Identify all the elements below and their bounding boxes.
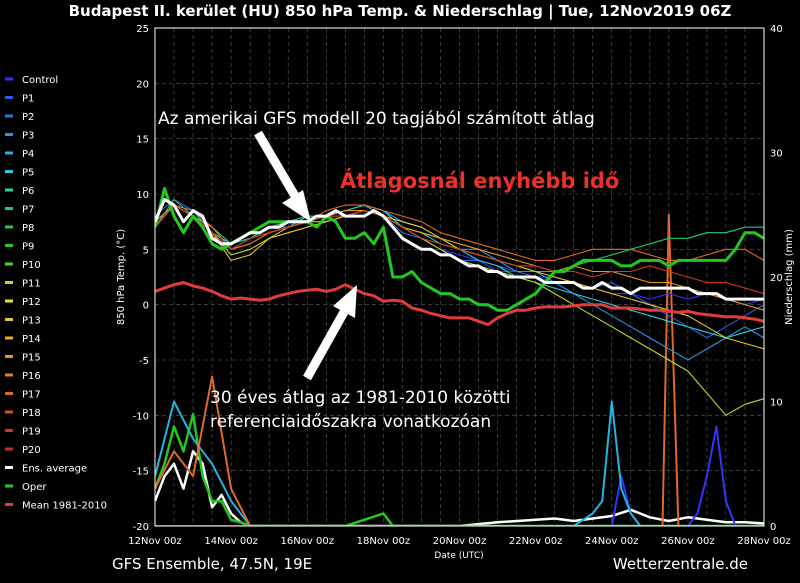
legend-label: P8 — [22, 223, 34, 234]
series-line — [155, 198, 764, 301]
y-tick-label-left: 25 — [136, 24, 149, 35]
legend-label: P11 — [22, 279, 41, 290]
annotation-arrow-ens-average — [254, 130, 311, 222]
series-line — [155, 281, 764, 327]
y-tick-label-left: 15 — [136, 135, 149, 146]
x-tick-label: 18Nov 00z — [357, 536, 410, 547]
legend-label: Control — [22, 75, 58, 86]
plot-frame — [154, 27, 765, 527]
x-tick-label: 16Nov 00z — [281, 536, 334, 547]
annotation-warmer-text: Átlagosnál enyhébb idő — [340, 168, 619, 193]
y-tick-label-left: 0 — [143, 301, 149, 312]
legend-label: P2 — [22, 112, 34, 123]
legend-label: Mean 1981-2010 — [22, 501, 107, 512]
legend-label: P12 — [22, 297, 41, 308]
precip-line — [155, 425, 764, 526]
legend-label: P15 — [22, 353, 41, 364]
footer-model-info: GFS Ensemble, 47.5N, 19E — [112, 555, 312, 573]
y-tick-label-left: -5 — [139, 356, 149, 367]
y-tick-label-left: 5 — [143, 245, 149, 256]
x-tick-label: 14Nov 00z — [204, 536, 257, 547]
y-tick-label-left: -15 — [133, 467, 149, 478]
precip-line — [155, 400, 764, 526]
legend-label: P20 — [22, 445, 41, 456]
legend-label: P17 — [22, 390, 41, 401]
legend-label: P19 — [22, 427, 41, 438]
y-axis-left-label: 850 hPa Temp. (°C) — [116, 229, 127, 325]
y-tick-label-left: 20 — [136, 79, 149, 90]
x-axis-label: Date (UTC) — [434, 551, 483, 561]
legend-label: P1 — [22, 94, 34, 105]
precip-line — [155, 213, 764, 526]
y-tick-label-left: 10 — [136, 190, 149, 201]
x-tick-label: 28Nov 00z — [737, 536, 790, 547]
x-tick-label: 22Nov 00z — [509, 536, 562, 547]
series-line — [155, 187, 764, 312]
series-line — [155, 204, 764, 261]
y-tick-label-right: 0 — [770, 522, 776, 533]
y-tick-label-left: -20 — [133, 522, 149, 533]
legend-label: P16 — [22, 371, 41, 382]
legend-label: Oper — [22, 482, 47, 493]
annotation-arrow-mean — [303, 285, 357, 381]
y-tick-label-right: 20 — [770, 273, 783, 284]
annotation-mean-text-line2: referenciaidőszakra vonatkozóan — [210, 412, 491, 432]
x-tick-label: 26Nov 00z — [661, 536, 714, 547]
legend-label: P6 — [22, 186, 34, 197]
y-tick-label-right: 40 — [770, 24, 783, 35]
x-tick-label: 20Nov 00z — [433, 536, 486, 547]
legend-label: P7 — [22, 205, 34, 216]
footer-source: Wetterzentrale.de — [613, 555, 748, 573]
x-tick-label: 24Nov 00z — [585, 536, 638, 547]
legend: Control P1 P2 P3 P4 P5 P6 P7 P8 P9 P10 P11 P12 P13 P14… — [5, 75, 107, 512]
plot-lines — [155, 187, 764, 526]
precip-line — [155, 412, 764, 526]
axis-ticks: 25 20 15 10 5 0 -5 -10 -15 -20 40 30 20 10 0 12Nov 00z 1… — [128, 24, 790, 547]
series-line — [155, 204, 764, 295]
legend-label: Ens. average — [22, 464, 87, 475]
legend-label: P13 — [22, 316, 41, 327]
y-tick-label-left: -10 — [133, 411, 149, 422]
legend-label: P10 — [22, 260, 41, 271]
legend-label: P5 — [22, 168, 34, 179]
legend-label: P14 — [22, 334, 41, 345]
legend-label: P4 — [22, 149, 34, 160]
y-axis-right-label: Niederschlag (mm) — [784, 229, 795, 325]
legend-label: P3 — [22, 131, 34, 142]
chart-title: Budapest II. kerület (HU) 850 hPa Temp. … — [69, 2, 732, 21]
legend-label: P9 — [22, 242, 34, 253]
y-tick-label-right: 30 — [770, 149, 783, 160]
annotation-mean-text-line1: 30 éves átlag az 1981-2010 közötti — [210, 388, 511, 408]
y-tick-label-right: 10 — [770, 398, 783, 409]
x-tick-label: 12Nov 00z — [128, 536, 181, 547]
legend-label: P18 — [22, 408, 41, 419]
annotation-ens-average-text: Az amerikai GFS modell 20 tagjából számí… — [158, 109, 595, 129]
